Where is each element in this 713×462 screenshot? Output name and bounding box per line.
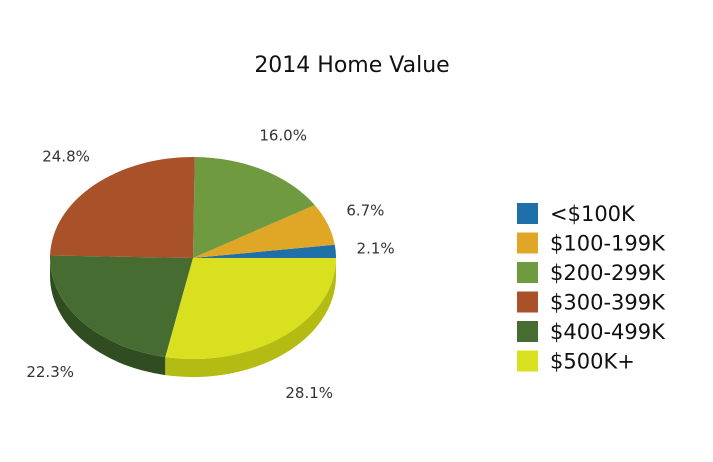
legend-swatch: [517, 350, 538, 372]
pie-slice-400-499k: [50, 255, 194, 358]
legend-item-500k: $500K+: [517, 350, 635, 374]
slice-label-500k: 28.1%: [285, 384, 333, 402]
chart-title: 2014 Home Value: [254, 53, 449, 78]
slice-labels: 2.1% 6.7% 16.0% 24.8% 22.3% 28.1%: [26, 126, 394, 402]
legend-swatch: [517, 321, 538, 342]
legend-label: $200-299K: [550, 261, 666, 285]
pie-slice-200-299k: [193, 157, 315, 258]
legend-swatch: [517, 262, 538, 283]
slice-label-400-499k: 22.3%: [26, 363, 74, 381]
pie-slice-500k: [165, 258, 336, 360]
slice-label-200-299k: 16.0%: [259, 126, 307, 144]
slice-label-300-399k: 24.8%: [42, 147, 90, 165]
legend-item-400-499k: $400-499K: [517, 320, 666, 344]
legend-label: $100-199K: [550, 232, 666, 256]
legend-swatch: [517, 232, 538, 254]
pie-side-400-499k: [50, 258, 166, 376]
slice-label-100-199k: 6.7%: [346, 202, 384, 220]
legend-item-100-199k: $100-199K: [517, 232, 666, 256]
pie-slice-100-199k: [193, 204, 335, 258]
legend-item-200-299k: $200-299K: [517, 261, 666, 285]
legend-item-300-399k: $300-399K: [517, 291, 666, 315]
legend-label: $300-399K: [550, 291, 666, 315]
legend: <$100K $100-199K $200-299K $300-399K $400-49…: [517, 202, 666, 374]
legend-label: $400-499K: [550, 320, 666, 344]
legend-label: $500K+: [550, 350, 635, 374]
legend-swatch: [517, 203, 538, 224]
legend-item-100k: <$100K: [517, 202, 636, 226]
pie-slice-100k: [193, 244, 336, 258]
pie-slice-300-399k: [50, 157, 195, 258]
legend-swatch: [517, 291, 538, 313]
legend-label: <$100K: [550, 202, 636, 226]
pie-slices: [50, 157, 336, 360]
pie-side-walls: [50, 258, 336, 377]
pie-side-500k: [165, 258, 336, 377]
slice-label-100k: 2.1%: [357, 240, 395, 258]
